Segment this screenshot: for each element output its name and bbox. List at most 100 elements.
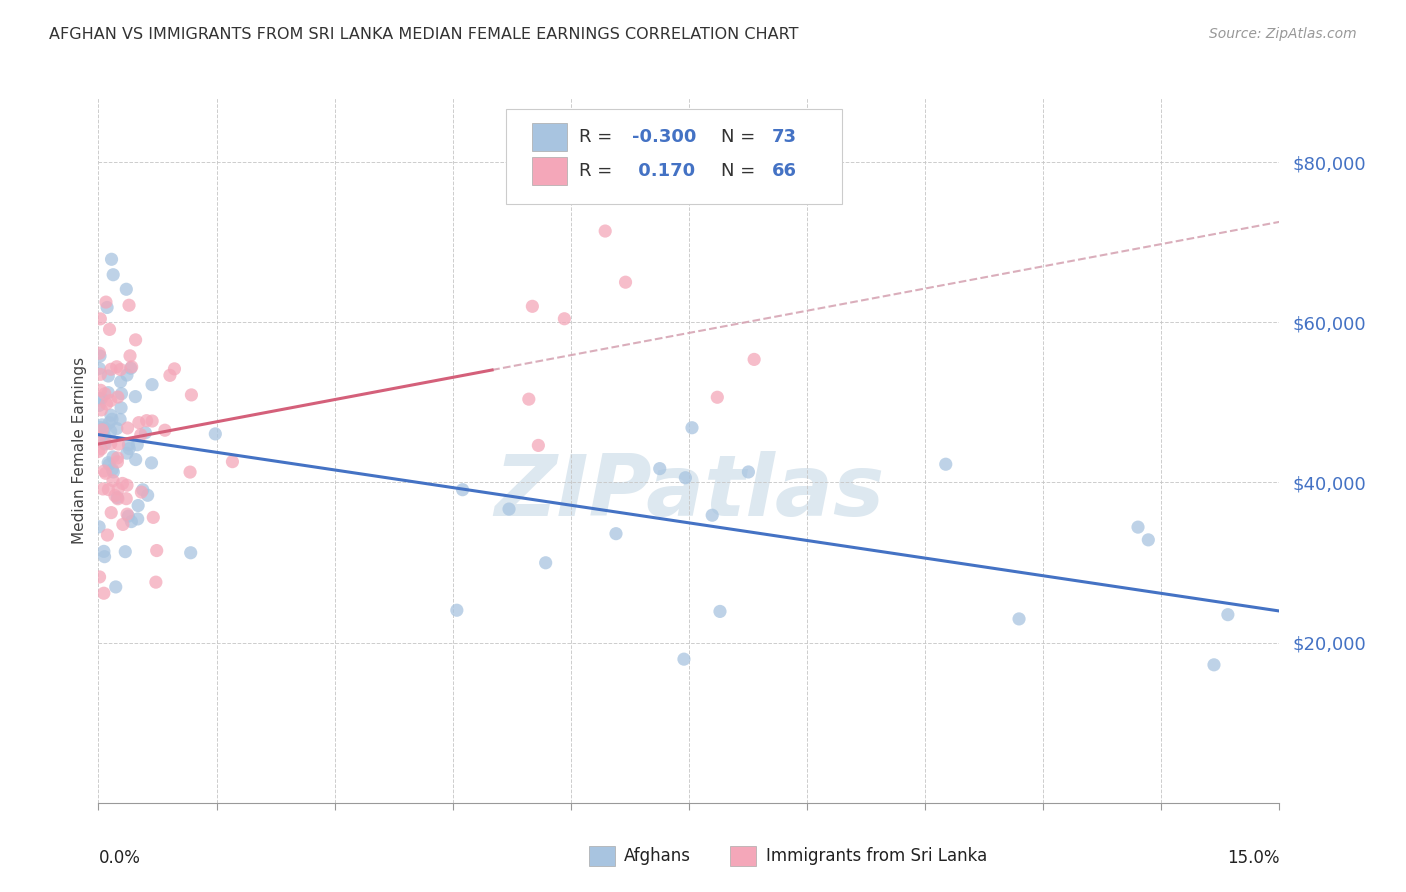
Bar: [531, 123, 567, 151]
Point: [89, 349, 111, 363]
Text: 15.0%: 15.0%: [1227, 848, 1279, 867]
Point: [451, 483, 474, 497]
Point: [100, 409, 122, 423]
Point: [100, 393, 122, 408]
Text: 0.0%: 0.0%: [98, 848, 141, 867]
Point: [90, 403, 112, 417]
Point: [141, 377, 163, 392]
Point: [673, 471, 696, 485]
Point: [96, 301, 118, 315]
Point: [605, 526, 627, 541]
Point: [132, 483, 155, 497]
Point: [115, 478, 138, 492]
Point: [89, 361, 111, 376]
Point: [110, 401, 132, 415]
Point: [111, 517, 134, 532]
Point: [90, 384, 112, 398]
Point: [129, 427, 152, 442]
Point: [110, 362, 132, 376]
Point: [89, 311, 111, 326]
Point: [120, 515, 142, 529]
Point: [94, 430, 117, 444]
Point: [1008, 612, 1031, 626]
Point: [180, 388, 202, 402]
Point: [124, 390, 146, 404]
Point: [517, 392, 540, 406]
Point: [100, 362, 122, 376]
Point: [93, 464, 115, 478]
Point: [98, 322, 121, 336]
Point: [101, 474, 124, 488]
Point: [107, 491, 129, 506]
Point: [115, 491, 138, 506]
Text: N =: N =: [721, 128, 761, 146]
Point: [111, 476, 134, 491]
Point: [97, 456, 120, 470]
Text: AFGHAN VS IMMIGRANTS FROM SRI LANKA MEDIAN FEMALE EARNINGS CORRELATION CHART: AFGHAN VS IMMIGRANTS FROM SRI LANKA MEDI…: [49, 27, 799, 42]
Point: [96, 528, 118, 542]
Point: [93, 544, 115, 558]
Point: [127, 499, 149, 513]
Text: Source: ZipAtlas.com: Source: ZipAtlas.com: [1209, 27, 1357, 41]
Point: [1216, 607, 1239, 622]
Point: [127, 438, 149, 452]
Point: [498, 502, 520, 516]
Point: [100, 425, 122, 439]
Point: [648, 461, 671, 475]
Point: [935, 457, 957, 471]
Point: [103, 465, 125, 479]
Point: [115, 368, 138, 382]
Point: [89, 346, 111, 360]
Point: [128, 416, 150, 430]
Point: [90, 442, 112, 456]
Point: [737, 465, 759, 479]
Point: [100, 436, 122, 450]
Bar: [531, 157, 567, 185]
Point: [101, 268, 124, 282]
Point: [124, 333, 146, 347]
Point: [117, 509, 139, 524]
Point: [614, 275, 637, 289]
Point: [97, 385, 120, 400]
Point: [117, 421, 139, 435]
Point: [1202, 657, 1225, 672]
Point: [96, 397, 118, 411]
Point: [127, 512, 149, 526]
Point: [145, 543, 167, 558]
Point: [115, 507, 138, 521]
Point: [107, 482, 129, 496]
Text: ZIPatlas: ZIPatlas: [494, 451, 884, 534]
Point: [118, 349, 141, 363]
Text: -0.300: -0.300: [633, 128, 696, 146]
Point: [141, 414, 163, 428]
Point: [681, 421, 703, 435]
Point: [98, 458, 121, 472]
Point: [97, 483, 120, 497]
Point: [101, 412, 124, 426]
Point: [134, 425, 156, 440]
Point: [593, 224, 616, 238]
Point: [446, 603, 468, 617]
Point: [117, 438, 139, 452]
Point: [204, 426, 226, 441]
Point: [105, 421, 128, 435]
Text: Afghans: Afghans: [624, 847, 690, 864]
Point: [107, 390, 129, 404]
Point: [114, 544, 136, 558]
Point: [107, 437, 129, 451]
Point: [742, 352, 765, 367]
Text: 66: 66: [772, 161, 797, 179]
Text: N =: N =: [721, 161, 761, 179]
Point: [135, 414, 157, 428]
Point: [90, 391, 112, 405]
Point: [105, 359, 128, 374]
Point: [115, 446, 138, 460]
Point: [125, 452, 148, 467]
Point: [93, 549, 115, 564]
FancyBboxPatch shape: [506, 109, 842, 204]
Point: [87, 431, 110, 445]
Point: [94, 386, 117, 401]
Point: [100, 506, 122, 520]
Bar: [730, 846, 756, 865]
Point: [702, 508, 724, 523]
